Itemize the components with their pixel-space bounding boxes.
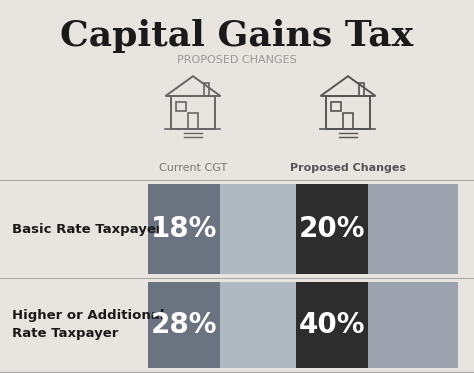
Text: 20%: 20% <box>299 215 365 243</box>
Text: 28%: 28% <box>151 311 217 339</box>
Bar <box>296 282 368 368</box>
Text: Current CGT: Current CGT <box>159 163 227 173</box>
Text: Rate Taxpayer: Rate Taxpayer <box>12 327 118 341</box>
Bar <box>331 101 341 112</box>
Text: Higher or Additional: Higher or Additional <box>12 310 164 323</box>
Bar <box>343 113 353 129</box>
Bar <box>176 101 186 112</box>
Bar <box>296 184 368 274</box>
Text: Basic Rate Taxpayer: Basic Rate Taxpayer <box>12 223 163 235</box>
Bar <box>359 83 365 96</box>
Bar <box>148 282 220 368</box>
Bar <box>148 184 220 274</box>
Text: 18%: 18% <box>151 215 217 243</box>
Bar <box>188 113 198 129</box>
Text: PROPOSED CHANGES: PROPOSED CHANGES <box>177 55 297 65</box>
Bar <box>296 184 458 274</box>
Bar <box>171 96 215 129</box>
Bar <box>204 83 210 96</box>
Bar <box>326 96 370 129</box>
Text: Capital Gains Tax: Capital Gains Tax <box>61 19 413 53</box>
Bar <box>148 184 310 274</box>
Text: 40%: 40% <box>299 311 365 339</box>
Bar <box>148 282 310 368</box>
Text: Proposed Changes: Proposed Changes <box>290 163 406 173</box>
Bar <box>296 282 458 368</box>
